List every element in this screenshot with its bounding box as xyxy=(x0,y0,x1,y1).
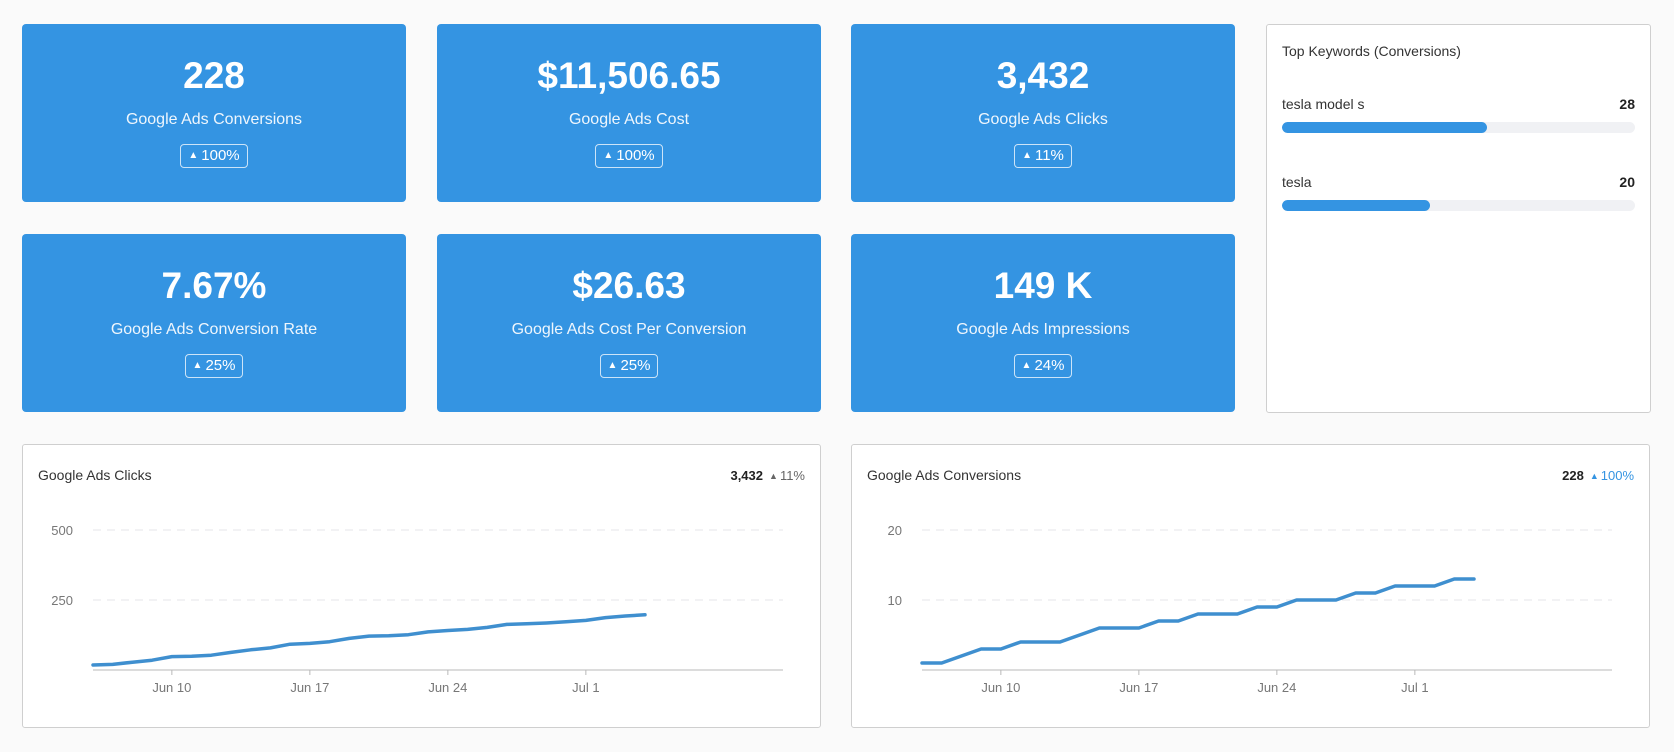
kpi-change-badge: ▲ 100% xyxy=(595,144,663,168)
keyword-bar-track xyxy=(1282,200,1635,211)
kpi-value: $11,506.65 xyxy=(537,55,721,96)
keyword-count: 28 xyxy=(1619,96,1635,112)
chart-title: Google Ads Conversions xyxy=(867,467,1022,483)
clicks-chart-panel: Google Ads Clicks 3,432 ▲ 11% 250 500 Jun 10… xyxy=(22,444,821,728)
kpi-change-badge: ▲ 11% xyxy=(1014,144,1072,168)
kpi-change-value: 24% xyxy=(1034,357,1065,374)
x-tick-label: Jul 1 xyxy=(1401,680,1428,695)
triangle-up-icon: ▲ xyxy=(1022,150,1032,161)
kpi-value: 7.67% xyxy=(161,265,267,306)
kpi-card-cost: $11,506.65 Google Ads Cost ▲ 100% xyxy=(437,24,821,202)
kpi-change-badge: ▲ 24% xyxy=(1013,354,1073,378)
chart-title: Google Ads Clicks xyxy=(38,467,152,483)
keyword-name: tesla model s xyxy=(1282,96,1365,112)
x-tick-label: Jun 24 xyxy=(428,680,467,695)
y-tick-label: 20 xyxy=(888,523,902,538)
keyword-bar-track xyxy=(1282,122,1635,133)
kpi-value: 3,432 xyxy=(996,55,1090,96)
keyword-name: tesla xyxy=(1282,174,1312,190)
keyword-row: tesla 20 xyxy=(1282,174,1635,214)
kpi-card-clicks: 3,432 Google Ads Clicks ▲ 11% xyxy=(851,24,1235,202)
top-keywords-panel: Top Keywords (Conversions) tesla model s… xyxy=(1266,24,1651,413)
x-tick-label: Jun 17 xyxy=(290,680,329,695)
triangle-up-icon: ▲ xyxy=(1589,471,1599,481)
chart-total: 228 xyxy=(1562,468,1584,483)
keyword-bar-fill xyxy=(1282,200,1431,211)
chart-change: 100% xyxy=(1600,468,1634,483)
kpi-card-conversions: 228 Google Ads Conversions ▲ 100% xyxy=(22,24,406,202)
x-tick-label: Jun 17 xyxy=(1119,680,1158,695)
panel-title: Top Keywords (Conversions) xyxy=(1282,43,1461,59)
kpi-card-cost-per-conversion: $26.63 Google Ads Cost Per Conversion ▲ 2… xyxy=(437,234,821,412)
kpi-value: $26.63 xyxy=(572,265,686,306)
x-tick-label: Jun 24 xyxy=(1257,680,1296,695)
chart-summary: 3,432 ▲ 11% xyxy=(730,468,805,483)
keyword-bar-fill xyxy=(1282,122,1487,133)
triangle-up-icon: ▲ xyxy=(603,150,614,161)
chart-summary: 228 ▲ 100% xyxy=(1562,468,1634,483)
triangle-up-icon: ▲ xyxy=(1021,360,1032,371)
triangle-up-icon: ▲ xyxy=(188,150,199,161)
kpi-change-value: 11% xyxy=(1034,147,1064,164)
kpi-change-badge: ▲ 25% xyxy=(599,354,659,378)
x-tick-label: Jun 10 xyxy=(981,680,1020,695)
y-tick-label: 10 xyxy=(888,593,902,608)
kpi-label: Google Ads Conversion Rate xyxy=(110,321,318,338)
conversions-line-chart: 10 20 Jun 10 Jun 17 Jun 24 Jul 1 xyxy=(888,523,1612,695)
chart-total: 3,432 xyxy=(730,468,764,483)
kpi-value: 228 xyxy=(183,55,245,96)
series-line xyxy=(91,613,647,667)
y-tick-label: 250 xyxy=(51,593,73,608)
kpi-label: Google Ads Impressions xyxy=(956,321,1130,338)
clicks-line-chart: 250 500 Jun 10 Jun 17 Jun 24 Jul 1 xyxy=(51,523,783,695)
kpi-value: 149 K xyxy=(993,265,1093,306)
series-line xyxy=(920,577,1476,665)
keyword-count: 20 xyxy=(1619,174,1635,190)
x-tick-label: Jun 10 xyxy=(152,680,191,695)
kpi-change-value: 100% xyxy=(201,147,240,164)
kpi-change-value: 25% xyxy=(205,357,236,374)
triangle-up-icon: ▲ xyxy=(769,471,778,481)
triangle-up-icon: ▲ xyxy=(192,360,203,371)
keyword-row: tesla model s 28 xyxy=(1282,96,1635,136)
kpi-change-badge: ▲ 100% xyxy=(180,144,248,168)
kpi-change-badge: ▲ 25% xyxy=(184,354,244,378)
kpi-label: Google Ads Conversions xyxy=(125,111,303,128)
triangle-up-icon: ▲ xyxy=(607,360,618,371)
x-tick-label: Jul 1 xyxy=(572,680,599,695)
kpi-change-value: 100% xyxy=(616,147,655,164)
kpi-label: Google Ads Cost Per Conversion xyxy=(511,321,747,338)
kpi-card-conversion-rate: 7.67% Google Ads Conversion Rate ▲ 25% xyxy=(22,234,406,412)
conversions-chart-panel: Google Ads Conversions 228 ▲ 100% 10 20 Jun … xyxy=(851,444,1650,728)
kpi-label: Google Ads Clicks xyxy=(978,111,1108,128)
chart-change: 11% xyxy=(779,468,805,483)
kpi-card-impressions: 149 K Google Ads Impressions ▲ 24% xyxy=(851,234,1235,412)
kpi-change-value: 25% xyxy=(620,357,651,374)
y-tick-label: 500 xyxy=(51,523,73,538)
kpi-label: Google Ads Cost xyxy=(568,111,690,128)
